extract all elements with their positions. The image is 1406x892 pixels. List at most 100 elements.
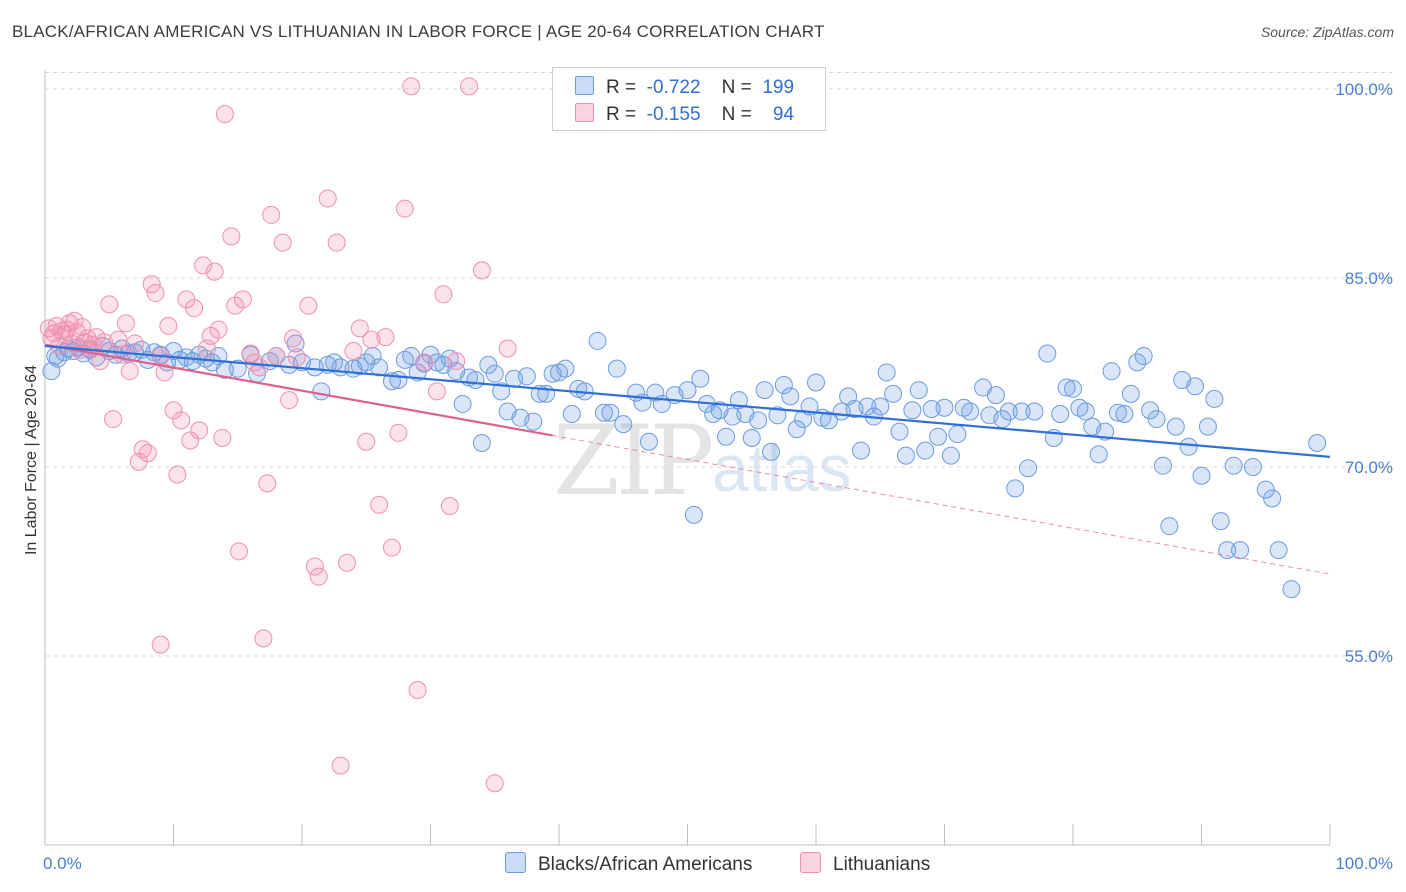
data-point-lithuanian	[284, 329, 303, 348]
data-point-lithuanian	[233, 290, 252, 309]
data-point-black-african-american	[1019, 459, 1038, 478]
y-tick-label: 100.0%	[1335, 80, 1393, 99]
data-point-lithuanian	[100, 295, 119, 314]
data-point-black-african-american	[1012, 402, 1031, 421]
data-point-black-african-american	[749, 411, 768, 430]
data-point-black-african-american	[935, 398, 954, 417]
data-point-lithuanian	[402, 77, 421, 96]
data-point-black-african-american	[453, 394, 472, 413]
legend-n-label: N =	[721, 77, 752, 98]
legend-row-blue: R = -0.722 N = 199	[575, 76, 794, 99]
data-point-lithuanian	[250, 358, 269, 377]
data-point-black-african-american	[286, 334, 305, 353]
data-point-lithuanian	[318, 189, 337, 208]
data-point-black-african-american	[755, 381, 774, 400]
data-point-lithuanian	[337, 553, 356, 572]
data-point-black-african-american	[678, 381, 697, 400]
data-point-black-african-american	[1025, 402, 1044, 421]
data-point-lithuanian	[68, 323, 87, 342]
data-point-black-african-american	[1263, 489, 1282, 508]
data-point-lithuanian	[382, 538, 401, 557]
data-point-lithuanian	[120, 362, 139, 381]
source-credit: Source: ZipAtlas.com	[1260, 24, 1394, 40]
data-point-black-african-american	[601, 403, 620, 422]
data-point-lithuanian	[73, 318, 92, 337]
legend-r-label: R =	[606, 104, 637, 125]
data-point-black-african-american	[1051, 405, 1070, 424]
data-point-lithuanian	[185, 299, 204, 318]
data-point-black-african-american	[717, 427, 736, 446]
data-point-black-african-american	[1198, 417, 1217, 436]
data-point-black-african-american	[524, 412, 543, 431]
legend-row-pink: R = -0.155 N = 94	[575, 103, 794, 126]
data-point-black-african-american	[691, 369, 710, 388]
data-point-lithuanian	[434, 285, 453, 304]
data-point-black-african-american	[948, 425, 967, 444]
data-point-black-african-american	[228, 359, 247, 378]
data-point-lithuanian	[389, 423, 408, 442]
data-point-lithuanian	[190, 421, 209, 440]
data-point-lithuanian	[241, 344, 260, 363]
data-point-lithuanian	[299, 296, 318, 315]
data-point-lithuanian	[109, 330, 128, 349]
series-lithuanians	[39, 77, 517, 793]
data-point-black-african-american	[807, 373, 825, 392]
data-point-black-african-american	[479, 355, 498, 374]
legend-swatch-blue	[575, 76, 594, 95]
data-point-black-african-american	[607, 359, 626, 378]
data-point-lithuanian	[116, 314, 135, 333]
data-point-lithuanian	[258, 474, 277, 493]
data-point-black-african-american	[877, 363, 896, 382]
data-point-black-african-american	[858, 397, 877, 416]
data-point-black-african-american	[517, 367, 536, 386]
data-point-black-african-american	[1160, 517, 1179, 536]
data-point-lithuanian	[142, 275, 161, 294]
data-point-lithuanian	[280, 391, 299, 410]
data-point-black-african-american	[961, 402, 980, 421]
data-point-black-african-american	[1166, 417, 1185, 436]
data-point-black-african-american	[1231, 541, 1250, 560]
watermark-zip: ZIP	[553, 405, 714, 517]
data-point-lithuanian	[447, 352, 466, 371]
data-point-lithuanian	[498, 339, 517, 358]
data-point-lithuanian	[427, 382, 446, 401]
data-point-lithuanian	[91, 352, 110, 371]
data-point-lithuanian	[408, 681, 427, 699]
data-point-black-african-american	[646, 383, 665, 402]
data-point-lithuanian	[164, 401, 183, 420]
data-point-black-african-american	[787, 420, 806, 439]
data-point-black-african-american	[312, 382, 331, 401]
bottom-legend-label: Lithuanians	[833, 854, 931, 875]
data-point-black-african-american	[1282, 580, 1301, 599]
data-point-lithuanian	[104, 410, 123, 429]
data-point-black-african-american	[999, 402, 1018, 421]
data-point-black-african-american	[639, 432, 658, 451]
data-point-black-african-american	[896, 446, 915, 465]
data-point-lithuanian	[226, 296, 245, 315]
data-point-lithuanian	[309, 567, 328, 586]
data-point-black-african-american	[1211, 512, 1230, 531]
data-point-lithuanian	[440, 497, 459, 516]
data-point-lithuanian	[460, 77, 479, 96]
data-point-lithuanian	[213, 428, 232, 447]
data-point-black-african-american	[781, 387, 800, 406]
data-point-black-african-american	[1076, 402, 1095, 421]
data-point-black-african-american	[1006, 479, 1025, 498]
data-point-black-african-american	[819, 411, 838, 430]
trend-line-blacks-african-americans	[44, 344, 1331, 458]
data-point-black-african-american	[1147, 410, 1166, 429]
data-point-black-african-american	[472, 434, 491, 453]
data-point-lithuanian	[357, 432, 376, 451]
data-point-black-african-american	[466, 371, 485, 389]
data-point-black-african-american	[1108, 403, 1127, 422]
data-point-black-african-american	[1308, 434, 1327, 453]
data-point-black-african-american	[594, 403, 613, 422]
data-point-lithuanian	[205, 262, 224, 281]
data-point-lithuanian	[376, 328, 395, 347]
x-tick-label: 100.0%	[1335, 854, 1393, 873]
data-point-lithuanian	[273, 233, 292, 252]
data-point-black-african-american	[1243, 457, 1262, 476]
bottom-legend-pink: Lithuanians	[800, 852, 930, 876]
data-point-black-african-american	[851, 441, 870, 460]
